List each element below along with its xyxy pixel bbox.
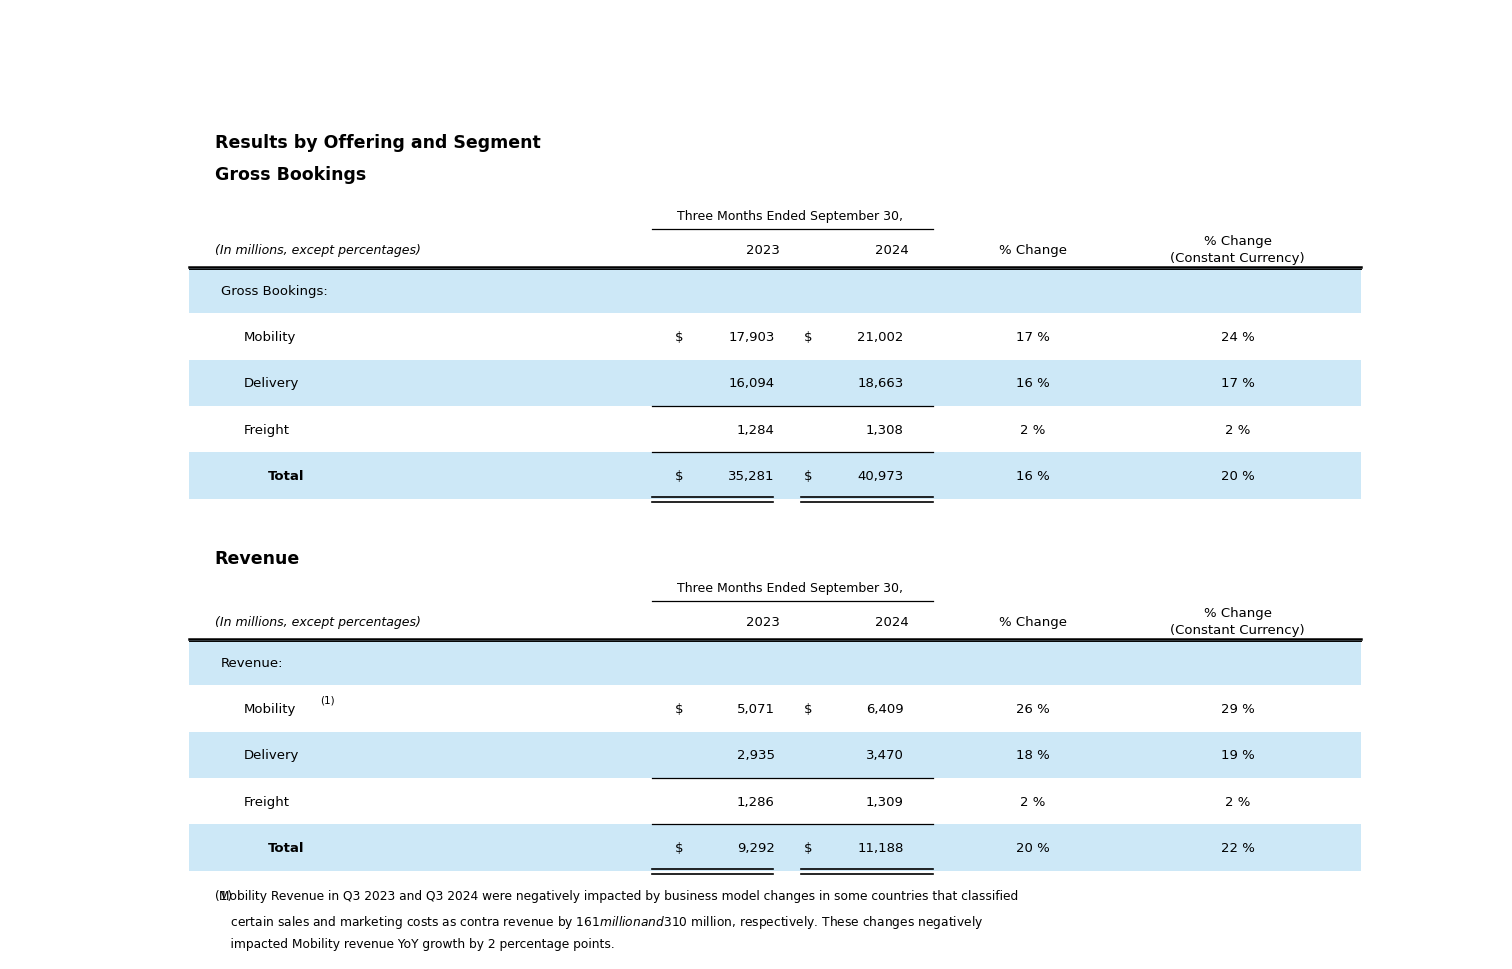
Text: Results by Offering and Segment: Results by Offering and Segment <box>215 134 540 151</box>
Text: certain sales and marketing costs as contra revenue by $161 million and $310 mil: certain sales and marketing costs as con… <box>215 913 983 930</box>
Text: (Constant Currency): (Constant Currency) <box>1170 252 1305 265</box>
Text: 2024: 2024 <box>875 244 909 257</box>
Text: 2 %: 2 % <box>1021 423 1045 436</box>
Text: (In millions, except percentages): (In millions, except percentages) <box>215 244 420 257</box>
Text: $: $ <box>804 469 812 483</box>
Bar <box>189 640 1361 686</box>
Bar <box>189 453 1361 499</box>
Text: 17 %: 17 % <box>1016 330 1049 344</box>
Text: Freight: Freight <box>243 423 290 436</box>
Text: 2024: 2024 <box>875 615 909 629</box>
Bar <box>189 825 1361 870</box>
Text: $: $ <box>804 841 812 854</box>
Text: 24 %: 24 % <box>1220 330 1255 344</box>
Text: 2 %: 2 % <box>1225 795 1250 808</box>
Text: % Change: % Change <box>1204 235 1272 248</box>
Text: Gross Bookings: Gross Bookings <box>215 166 366 183</box>
Text: (Constant Currency): (Constant Currency) <box>1170 623 1305 636</box>
Text: 16 %: 16 % <box>1016 377 1049 390</box>
Text: $: $ <box>676 703 683 715</box>
Text: Gross Bookings:: Gross Bookings: <box>221 284 328 297</box>
Text: 17 %: 17 % <box>1220 377 1255 390</box>
Bar <box>189 407 1361 453</box>
Text: (1): (1) <box>215 890 231 902</box>
Text: Total: Total <box>268 469 304 483</box>
Text: Delivery: Delivery <box>243 748 299 762</box>
Text: 40,973: 40,973 <box>857 469 904 483</box>
Bar <box>189 314 1361 360</box>
Text: 17,903: 17,903 <box>729 330 774 344</box>
Text: Revenue: Revenue <box>215 549 299 567</box>
Text: 16 %: 16 % <box>1016 469 1049 483</box>
Text: 3,470: 3,470 <box>866 748 904 762</box>
Text: 2,935: 2,935 <box>736 748 774 762</box>
Text: 22 %: 22 % <box>1220 841 1255 854</box>
Text: $: $ <box>676 469 683 483</box>
Text: 1,284: 1,284 <box>736 423 774 436</box>
Text: $: $ <box>804 330 812 344</box>
Text: Three Months Ended September 30,: Three Months Ended September 30, <box>677 209 903 223</box>
Text: impacted Mobility revenue YoY growth by 2 percentage points.: impacted Mobility revenue YoY growth by … <box>215 937 614 950</box>
Text: Mobility: Mobility <box>243 703 296 715</box>
Text: 2023: 2023 <box>747 615 780 629</box>
Text: $: $ <box>804 703 812 715</box>
Text: 19 %: 19 % <box>1220 748 1255 762</box>
Text: Mobility: Mobility <box>243 330 296 344</box>
Text: Three Months Ended September 30,: Three Months Ended September 30, <box>677 581 903 594</box>
Text: 16,094: 16,094 <box>729 377 774 390</box>
Text: 1,309: 1,309 <box>866 795 904 808</box>
Text: 2 %: 2 % <box>1021 795 1045 808</box>
Text: $: $ <box>676 330 683 344</box>
Text: 5,071: 5,071 <box>736 703 774 715</box>
Text: 11,188: 11,188 <box>857 841 904 854</box>
Text: 26 %: 26 % <box>1016 703 1049 715</box>
Text: Total: Total <box>268 841 304 854</box>
Text: 9,292: 9,292 <box>736 841 774 854</box>
Bar <box>189 686 1361 732</box>
Text: (In millions, except percentages): (In millions, except percentages) <box>215 615 420 629</box>
Text: Revenue:: Revenue: <box>221 656 283 669</box>
Text: 35,281: 35,281 <box>729 469 774 483</box>
Bar <box>189 360 1361 407</box>
Text: Mobility Revenue in Q3 2023 and Q3 2024 were negatively impacted by business mod: Mobility Revenue in Q3 2023 and Q3 2024 … <box>215 890 1018 902</box>
Text: % Change: % Change <box>999 244 1066 257</box>
Text: 29 %: 29 % <box>1220 703 1255 715</box>
Text: 6,409: 6,409 <box>866 703 904 715</box>
Text: 18,663: 18,663 <box>857 377 904 390</box>
Bar <box>189 732 1361 778</box>
Text: 18 %: 18 % <box>1016 748 1049 762</box>
Text: % Change: % Change <box>999 615 1066 629</box>
Text: 20 %: 20 % <box>1220 469 1255 483</box>
Text: (1): (1) <box>321 695 334 704</box>
Text: 2 %: 2 % <box>1225 423 1250 436</box>
Text: % Change: % Change <box>1204 607 1272 620</box>
Text: Delivery: Delivery <box>243 377 299 390</box>
Bar <box>189 778 1361 825</box>
Text: 21,002: 21,002 <box>857 330 904 344</box>
Text: Freight: Freight <box>243 795 290 808</box>
Bar <box>189 267 1361 314</box>
Text: 2023: 2023 <box>747 244 780 257</box>
Text: 1,308: 1,308 <box>866 423 904 436</box>
Text: 1,286: 1,286 <box>736 795 774 808</box>
Text: 20 %: 20 % <box>1016 841 1049 854</box>
Text: $: $ <box>676 841 683 854</box>
